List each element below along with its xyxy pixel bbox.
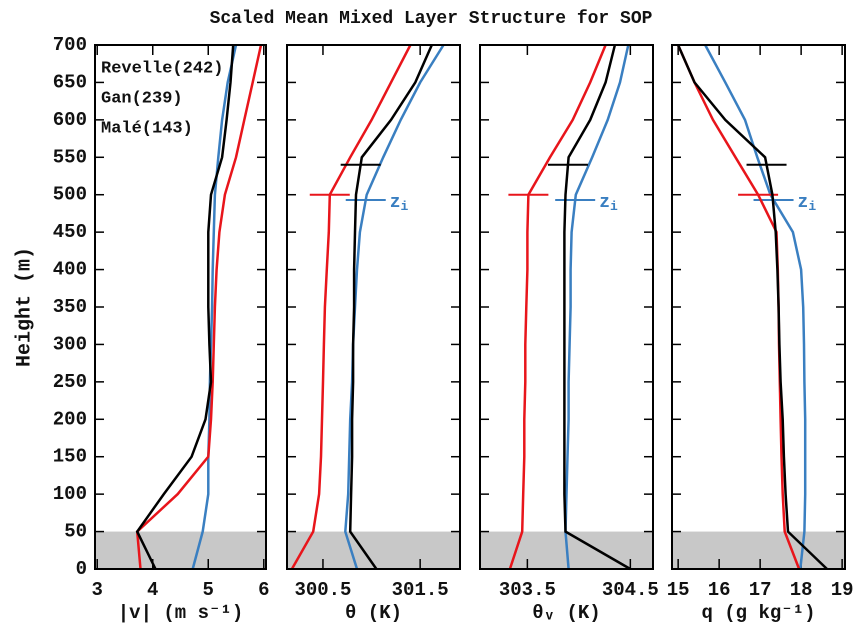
profile-line (676, 44, 801, 570)
y-tick-label: 550 (53, 146, 87, 168)
y-tick-label: 400 (53, 259, 87, 281)
x-tick-label: 19 (831, 579, 854, 601)
zi-label-sub: i (401, 199, 409, 214)
y-tick-label: 300 (53, 333, 87, 355)
x-tick-label: 16 (708, 579, 731, 601)
x-tick-label: 18 (790, 579, 813, 601)
x-axis-label: θᵥ (K) (532, 602, 600, 624)
x-axis-label: θ (K) (345, 602, 402, 624)
profile-line (290, 44, 412, 570)
y-tick-label: 150 (53, 446, 87, 468)
y-axis-label: Height (m) (13, 247, 36, 367)
profile-line (508, 44, 607, 570)
profile-line (348, 44, 433, 570)
y-tick-label: 0 (76, 558, 87, 580)
chart-title: Scaled Mean Mixed Layer Structure for SO… (210, 9, 653, 29)
profile-line (676, 44, 828, 570)
x-axis-label: q (g kg⁻¹) (701, 602, 815, 624)
y-tick-label: 200 (53, 408, 87, 430)
x-tick-label: 4 (147, 579, 158, 601)
profile-line (135, 44, 263, 570)
profile-line (563, 44, 631, 571)
y-tick-label: 50 (64, 521, 87, 543)
zi-label-sub: i (808, 199, 816, 214)
shaded-band (672, 531, 845, 569)
x-axis-label: |v| (m s⁻¹) (118, 602, 243, 624)
x-tick-label: 5 (203, 579, 214, 601)
legend-entry: Malé(143) (101, 119, 193, 138)
zi-label-main: z (798, 193, 809, 213)
zi-label: zi (390, 193, 409, 215)
x-tick-label: 6 (258, 579, 269, 601)
legend-entry: Revelle(242) (101, 59, 223, 78)
y-tick-label: 450 (53, 221, 87, 243)
y-tick-label: 700 (53, 34, 87, 56)
panel-frame (94, 44, 267, 570)
x-tick-label: 300.5 (294, 579, 351, 601)
zi-label-main: z (390, 193, 401, 213)
y-tick-label: 100 (53, 483, 87, 505)
profile-line (135, 44, 235, 570)
x-tick-label: 303.5 (499, 579, 556, 601)
profile-line (704, 44, 807, 570)
zi-label: zi (599, 193, 618, 215)
zi-label-sub: i (610, 199, 618, 214)
shaded-band (95, 531, 266, 569)
y-tick-label: 500 (53, 184, 87, 206)
y-tick-label: 350 (53, 296, 87, 318)
x-tick-label: 15 (667, 579, 690, 601)
legend-entry: Gan(239) (101, 89, 183, 108)
y-tick-label: 650 (53, 71, 87, 93)
panel-frame (671, 44, 846, 570)
y-tick-label: 600 (53, 109, 87, 131)
profile-line (564, 44, 630, 570)
panel-frame (286, 44, 461, 570)
panel-frame (479, 44, 654, 570)
y-tick-label: 250 (53, 371, 87, 393)
x-tick-label: 3 (92, 579, 103, 601)
x-tick-label: 304.5 (602, 579, 659, 601)
zi-label-main: z (599, 193, 610, 213)
x-tick-label: 17 (749, 579, 772, 601)
zi-label: zi (798, 193, 817, 215)
x-tick-label: 301.5 (392, 579, 449, 601)
profile-line (191, 44, 238, 570)
profile-line (344, 44, 445, 570)
